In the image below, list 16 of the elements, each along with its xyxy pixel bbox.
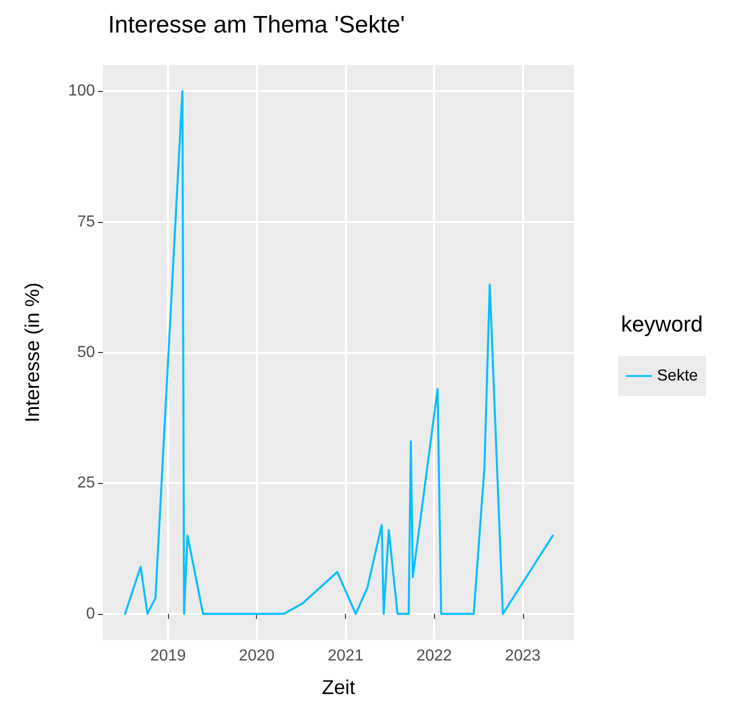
y-tick-label: 100 — [68, 82, 96, 100]
y-axis-title: Interesse (in %) — [22, 282, 44, 423]
y-tick-label: 75 — [77, 213, 96, 230]
y-tick-label: 25 — [77, 474, 96, 492]
x-tick-label: 2019 — [150, 648, 186, 664]
x-tick-label: 2020 — [238, 648, 275, 664]
y-tick-label: 0 — [86, 605, 96, 622]
x-tick-label: 2023 — [504, 648, 541, 664]
y-tick-label: 50 — [77, 344, 96, 361]
x-tick-label: 2021 — [328, 648, 364, 664]
x-tick-label: 2022 — [416, 648, 452, 664]
legend-label: Sekte — [657, 368, 698, 384]
line-series — [124, 90, 554, 615]
x-axis-title: Zeit — [322, 677, 356, 699]
legend-title: keyword — [621, 312, 703, 336]
chart-title: Interesse am Thema 'Sekte' — [108, 12, 405, 38]
